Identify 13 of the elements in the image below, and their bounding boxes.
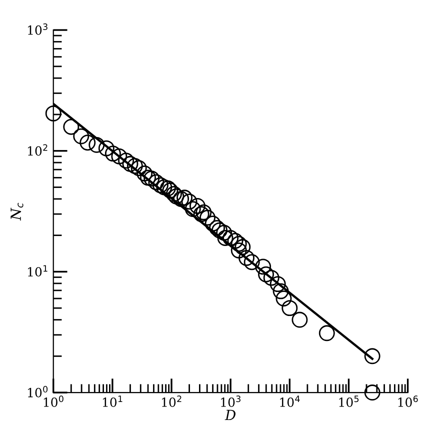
x-axis-title: D bbox=[224, 410, 236, 420]
y-tick-label: 10$^{1}$ bbox=[28, 265, 48, 277]
y-tick-label: 10$^{2}$ bbox=[28, 144, 48, 156]
x-tick-label: 10$^{3}$ bbox=[221, 396, 240, 407]
x-tick-label: 10$^{2}$ bbox=[162, 396, 182, 407]
x-tick-label: 10$^{5}$ bbox=[339, 396, 359, 407]
x-tick-label: 10$^{4}$ bbox=[280, 396, 300, 407]
y-tick-label: 10$^{3}$ bbox=[28, 23, 48, 35]
x-tick-label: 10$^{1}$ bbox=[102, 396, 122, 407]
x-tick-label: 10$^{0}$ bbox=[44, 396, 64, 407]
y-tick-label: 10$^{0}$ bbox=[28, 386, 48, 398]
y-axis-title: N$_{c}$ bbox=[10, 202, 24, 221]
x-tick-label: 10$^{6}$ bbox=[398, 396, 418, 407]
